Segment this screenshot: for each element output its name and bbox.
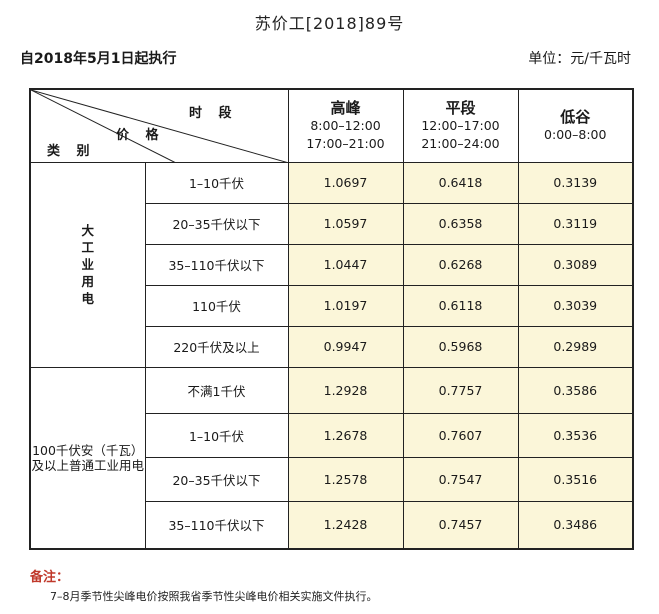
- price-flat: 0.6418: [402, 161, 519, 204]
- price-valley: 0.3486: [517, 500, 634, 550]
- category-label-text: 大工业用电: [81, 223, 94, 306]
- category-line: 100千伏安（千瓦）: [32, 442, 144, 458]
- price-flat: 0.6358: [402, 202, 519, 245]
- price-flat: 0.7547: [402, 456, 519, 502]
- period-time: 8:00–12:00: [310, 117, 381, 133]
- price-valley: 0.3119: [517, 202, 634, 245]
- price-valley: 0.3586: [517, 366, 634, 414]
- price-peak: 1.2928: [287, 366, 404, 414]
- price-peak: 1.0447: [287, 243, 404, 286]
- voltage-cell: 35–110千伏以下: [144, 243, 289, 286]
- price-valley: 0.3039: [517, 284, 634, 327]
- period-name: 低谷: [560, 107, 591, 126]
- price-flat: 0.6118: [402, 284, 519, 327]
- period-label: 时 段: [189, 106, 238, 121]
- diagonal-lines: [31, 90, 289, 163]
- category-label: 类 别: [47, 144, 96, 159]
- price-peak: 0.9947: [287, 325, 404, 368]
- document-number: 苏价工[2018]89号: [254, 14, 405, 33]
- unit-label: 单位：元/千瓦时: [528, 51, 631, 67]
- price-flat: 0.5968: [402, 325, 519, 368]
- voltage-cell: 20–35千伏以下: [144, 456, 289, 502]
- price-valley: 0.3536: [517, 412, 634, 458]
- price-flat: 0.7757: [402, 366, 519, 414]
- price-flat: 0.6268: [402, 243, 519, 286]
- price-valley: 0.2989: [517, 325, 634, 368]
- effective-date: 自2018年5月1日起执行: [20, 51, 177, 67]
- price-valley: 0.3089: [517, 243, 634, 286]
- voltage-cell: 35–110千伏以下: [144, 500, 289, 550]
- notes-text: 7–8月季节性尖峰电价按照我省季节性尖峰电价相关实施文件执行。: [50, 590, 378, 603]
- price-flat: 0.7607: [402, 412, 519, 458]
- category-general-industry: 100千伏安（千瓦） 及以上普通工业用电: [29, 366, 146, 550]
- period-time: 21:00–24:00: [421, 135, 500, 151]
- period-time: 12:00–17:00: [421, 117, 500, 133]
- price-peak: 1.2578: [287, 456, 404, 502]
- notes-title: 备注：: [30, 570, 70, 585]
- period-name: 高峰: [330, 98, 361, 117]
- voltage-cell: 1–10千伏: [144, 412, 289, 458]
- price-label: 价 格: [116, 128, 165, 143]
- price-valley: 0.3516: [517, 456, 634, 502]
- voltage-cell: 20–35千伏以下: [144, 202, 289, 245]
- period-header-peak: 高峰 8:00–12:00 17:00–21:00: [287, 88, 404, 163]
- voltage-cell: 110千伏: [144, 284, 289, 327]
- price-peak: 1.0597: [287, 202, 404, 245]
- price-valley: 0.3139: [517, 161, 634, 204]
- price-peak: 1.2428: [287, 500, 404, 550]
- period-header-flat: 平段 12:00–17:00 21:00–24:00: [402, 88, 519, 163]
- price-peak: 1.0197: [287, 284, 404, 327]
- price-table: 时 段 价 格 类 别 高峰 8:00–12:00 17:00–21:00 平段…: [29, 88, 634, 550]
- category-large-industry: 大工业用电: [29, 161, 146, 368]
- voltage-cell: 1–10千伏: [144, 161, 289, 204]
- period-name: 平段: [445, 98, 476, 117]
- period-time: 17:00–21:00: [306, 135, 385, 151]
- period-header-valley: 低谷 0:00–8:00: [517, 88, 634, 163]
- price-peak: 1.2678: [287, 412, 404, 458]
- voltage-cell: 不满1千伏: [144, 366, 289, 414]
- voltage-cell: 220千伏及以上: [144, 325, 289, 368]
- period-time: 0:00–8:00: [544, 126, 607, 142]
- corner-header-cell: 时 段 价 格 类 别: [29, 88, 289, 163]
- price-flat: 0.7457: [402, 500, 519, 550]
- price-peak: 1.0697: [287, 161, 404, 204]
- category-line: 及以上普通工业用电: [31, 457, 144, 473]
